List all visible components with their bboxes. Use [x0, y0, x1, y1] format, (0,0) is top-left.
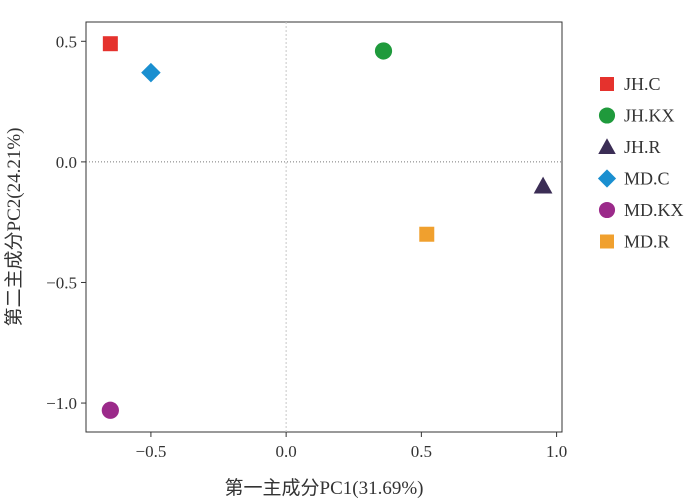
x-tick-label: 1.0 [546, 442, 567, 461]
reference-lines [86, 22, 562, 432]
data-points [101, 36, 553, 419]
point-md-c [141, 62, 161, 83]
legend-label: MD.KX [624, 200, 684, 220]
legend-marker-jh-kx [598, 107, 616, 124]
x-axis-ticks: −0.5 0.0 0.5 1.0 [135, 432, 567, 461]
legend-marker-md-kx [598, 201, 616, 219]
y-axis-title: 第二主成分PC2(24.21%) [3, 128, 25, 327]
legend-marker-jh-c [600, 77, 614, 91]
x-tick-label: 0.5 [411, 442, 432, 461]
x-axis-title: 第一主成分PC1(31.69%) [225, 477, 424, 499]
legend-label: JH.KX [624, 106, 675, 126]
legend-item: JH.R [598, 137, 661, 157]
y-tick-label: −1.0 [46, 394, 77, 413]
legend-label: MD.C [624, 169, 670, 189]
x-tick-label: −0.5 [135, 442, 166, 461]
y-tick-label: 0.0 [56, 153, 77, 172]
legend-label: MD.R [624, 232, 670, 252]
x-tick-label: 0.0 [276, 442, 297, 461]
legend-item: MD.R [600, 232, 670, 252]
legend-item: MD.C [597, 169, 670, 189]
legend-item: JH.KX [598, 106, 675, 126]
legend-label: JH.R [624, 137, 661, 157]
legend-marker-md-c [597, 169, 617, 188]
legend: JH.C JH.KX JH.R MD.C MD.KX MD.R [597, 74, 684, 252]
legend-item: JH.C [600, 74, 661, 94]
legend-marker-md-r [600, 234, 614, 249]
point-jh-kx [374, 42, 393, 60]
point-md-r [419, 226, 435, 242]
point-jh-r [533, 176, 553, 194]
point-md-kx [101, 401, 119, 419]
plot-area [85, 21, 563, 433]
legend-item: MD.KX [598, 200, 684, 220]
y-tick-label: −0.5 [46, 273, 77, 292]
y-tick-label: 0.5 [56, 32, 77, 51]
y-axis-ticks: 0.5 0.0 −0.5 −1.0 [46, 32, 86, 413]
legend-label: JH.C [624, 74, 661, 94]
plot-frame [85, 21, 563, 433]
legend-marker-jh-r [598, 138, 616, 154]
point-jh-c [102, 36, 118, 52]
